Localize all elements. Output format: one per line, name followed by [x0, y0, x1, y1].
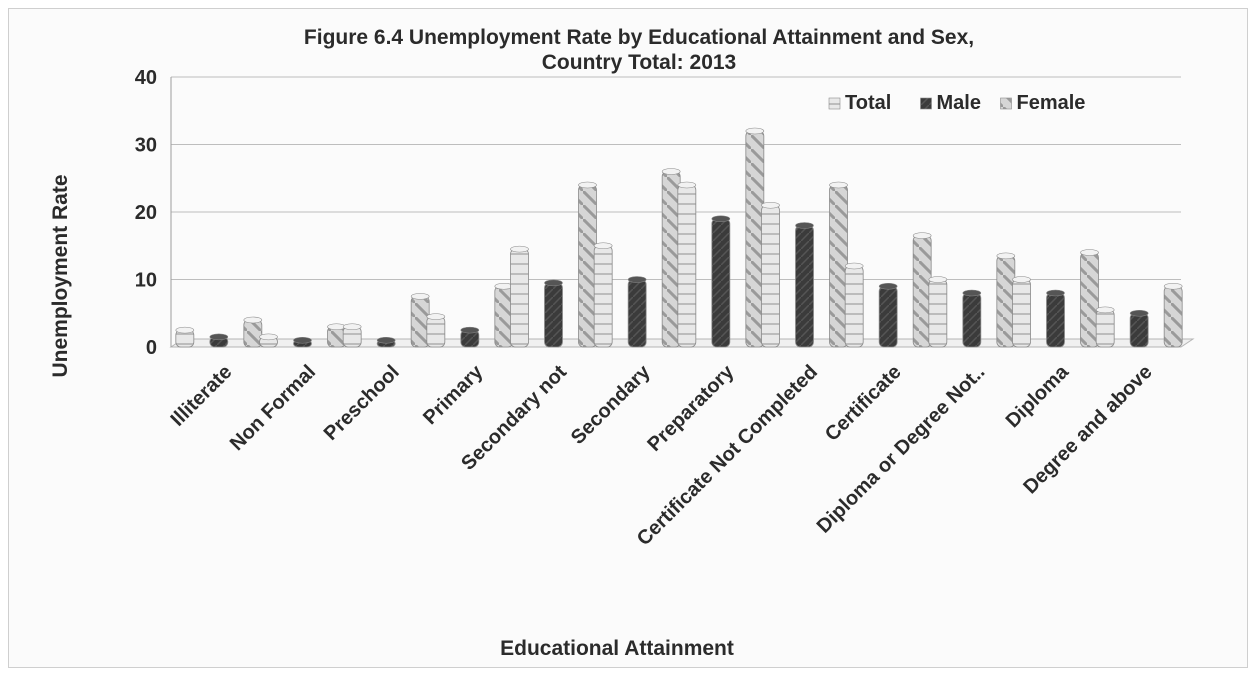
bar-cap: [175, 326, 195, 334]
bar-total: [928, 279, 948, 348]
bar-cap: [745, 127, 765, 135]
bar-cap: [627, 276, 647, 283]
bar-cap: [795, 222, 814, 229]
bar-cap: [410, 293, 430, 300]
y-tick-label: 30: [135, 135, 157, 157]
bar-cap: [342, 323, 362, 331]
category-label: Primary: [419, 360, 488, 429]
bar-cap: [661, 168, 681, 175]
y-axis-ticks: 0 10 20 30 40: [135, 67, 157, 359]
bar-cap: [578, 181, 597, 189]
category-label: Certificate: [821, 361, 906, 446]
bar-cap: [761, 201, 780, 209]
bar-cap: [878, 282, 898, 290]
category-label: Secondary: [567, 360, 655, 448]
category-label: Diploma: [1002, 360, 1074, 432]
bar-female: [1163, 285, 1183, 348]
category-label: Diploma or Degree Not..: [813, 361, 990, 538]
bar-cap: [544, 279, 563, 287]
bar-cap: [510, 245, 529, 253]
bar-cap: [327, 323, 346, 331]
bar-cap: [376, 336, 396, 344]
y-axis-title: Unemployment Rate: [49, 174, 72, 377]
bar-male: [795, 225, 814, 348]
bar-cap: [1129, 309, 1149, 317]
bar-cap: [677, 181, 697, 189]
bar-cap: [209, 333, 229, 341]
legend-label-male: Male: [937, 92, 981, 114]
chart-subtitle: Country Total: 2013: [542, 51, 736, 74]
bar-male: [627, 279, 647, 348]
y-tick-label: 10: [135, 270, 157, 292]
bar-cap: [426, 313, 446, 320]
bar-total: [761, 204, 780, 348]
chart-frame: Figure 6.4 Unemployment Rate by Educatio…: [8, 8, 1248, 668]
category-label: Illiterate: [167, 361, 237, 431]
bar-female: [243, 319, 263, 348]
bar-total: [677, 184, 697, 348]
legend-swatch-total: [828, 97, 841, 110]
bar-male: [962, 292, 982, 348]
bar-total: [510, 248, 529, 348]
legend-swatch-female: [1000, 97, 1012, 110]
bar-male: [1129, 312, 1149, 348]
legend-label-total: Total: [845, 92, 891, 114]
bar-cap: [293, 336, 312, 344]
bar-cap: [912, 232, 932, 239]
bar-male: [544, 282, 563, 348]
bar-total: [593, 245, 613, 348]
bar-total: [844, 265, 864, 348]
bar-male: [1046, 292, 1065, 348]
bar-cap: [1046, 289, 1065, 297]
bar-cap: [962, 289, 982, 297]
chart-svg: Figure 6.4 Unemployment Rate by Educatio…: [49, 26, 1195, 660]
legend-swatch-male: [920, 97, 932, 110]
bar-cap: [1163, 282, 1183, 290]
category-label: Non Formal: [226, 361, 320, 455]
category-label: Certificate Not Completed: [633, 361, 822, 550]
bar-total: [1012, 279, 1031, 348]
bar-cap: [1080, 249, 1099, 256]
legend-label-female: Female: [1017, 92, 1086, 114]
y-tick-label: 40: [135, 67, 157, 89]
bar-cap: [829, 181, 848, 189]
bar-cap: [1095, 306, 1115, 314]
y-tick-label: 0: [146, 337, 157, 359]
bar-male: [878, 285, 898, 348]
bar-cap: [844, 262, 864, 270]
chart-title: Figure 6.4 Unemployment Rate by Educatio…: [304, 26, 974, 49]
y-tick-label: 20: [135, 202, 157, 224]
bar-total: [426, 316, 446, 348]
bar-cap: [243, 316, 263, 324]
bar-cap: [928, 276, 948, 283]
bar-cap: [460, 326, 480, 334]
bars: [175, 127, 1183, 348]
bar-male: [711, 218, 731, 348]
bar-cap: [1012, 276, 1031, 283]
bar-cap: [593, 242, 613, 250]
bar-cap: [996, 252, 1016, 260]
bar-cap: [259, 333, 278, 341]
x-axis-title: Educational Attainment: [500, 637, 734, 660]
bar-cap: [711, 215, 731, 223]
bar-total: [1095, 309, 1115, 348]
category-label: Preschool: [320, 361, 404, 445]
legend: Total Male Female: [828, 92, 1086, 114]
